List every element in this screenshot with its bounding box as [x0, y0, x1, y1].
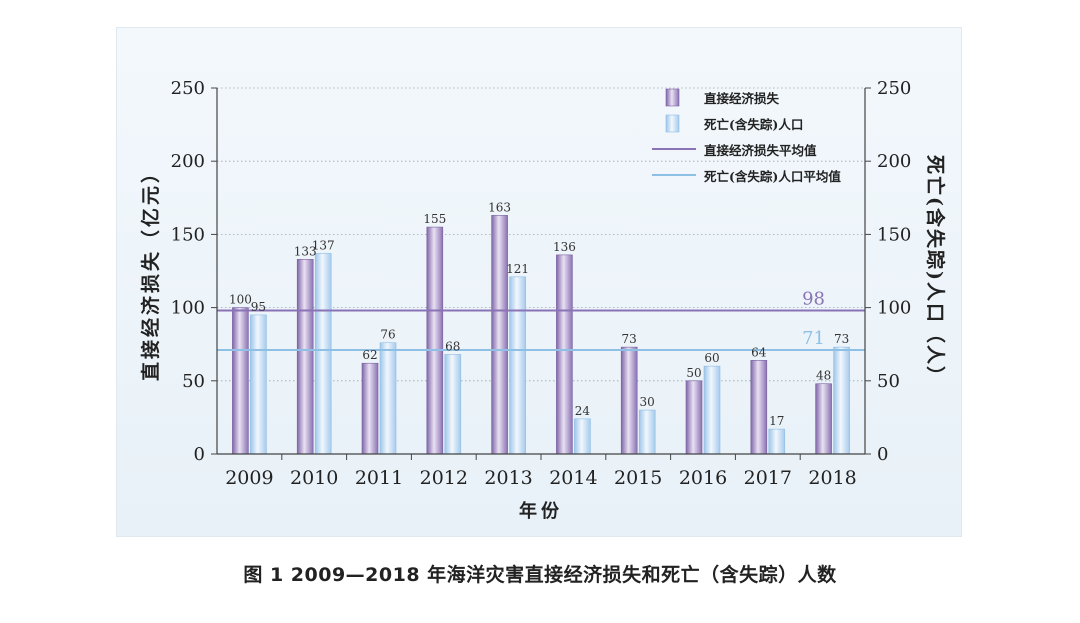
- x-tick-label: 2014: [549, 467, 597, 489]
- bar-value-label: 133: [294, 244, 317, 258]
- legend-label: 直接经济损失: [704, 91, 780, 106]
- bar: [379, 342, 397, 455]
- bar: [556, 254, 573, 455]
- x-tick-label: 2012: [420, 467, 468, 489]
- bar-value-label: 17: [769, 414, 784, 428]
- right-tick-label: 0: [877, 444, 888, 465]
- figure-caption: 图 1 2009—2018 年海洋灾害直接经济损失和死亡（含失踪）人数: [243, 564, 837, 586]
- legend-label: 直接经济损失平均值: [704, 143, 817, 158]
- x-tick-label: 2013: [484, 467, 532, 489]
- bar: [444, 354, 462, 455]
- x-tick-label: 2015: [614, 467, 662, 489]
- bar: [833, 346, 850, 455]
- right-axis-title: 死亡(含失踪)人口（人）: [924, 155, 947, 387]
- bar: [703, 365, 721, 455]
- bar-value-label: 64: [751, 345, 767, 359]
- bar: [296, 258, 314, 455]
- bar-value-label: 48: [816, 369, 831, 383]
- legend-swatch: [665, 114, 680, 133]
- bar: [750, 360, 768, 455]
- x-axis-title: 年份: [519, 500, 563, 522]
- bar-value-label: 121: [506, 262, 529, 276]
- bar-value-label: 100: [229, 293, 252, 307]
- right-tick-label: 200: [877, 151, 911, 172]
- bar: [638, 409, 656, 455]
- bar: [426, 226, 444, 455]
- bar-value-label: 95: [251, 300, 266, 314]
- bar: [314, 253, 332, 455]
- x-tick-label: 2010: [290, 467, 338, 489]
- legend-swatch: [665, 88, 680, 107]
- left-tick-label: 50: [182, 371, 205, 392]
- right-tick-label: 50: [877, 371, 900, 392]
- bar-value-label: 163: [488, 200, 511, 214]
- bar-value-label: 68: [445, 339, 460, 353]
- x-tick-label: 2011: [355, 467, 403, 489]
- bar: [250, 314, 267, 455]
- bar-value-label: 24: [575, 404, 591, 418]
- bar: [509, 276, 526, 455]
- x-tick-label: 2016: [679, 467, 727, 489]
- left-tick-label: 0: [194, 444, 205, 465]
- legend-label: 死亡(含失踪)人口: [703, 117, 803, 132]
- bar: [620, 346, 638, 455]
- bar-value-label: 137: [312, 238, 335, 252]
- average-line-label: 98: [802, 289, 825, 310]
- left-tick-label: 250: [171, 78, 205, 99]
- x-tick-label: 2018: [808, 467, 856, 489]
- bar: [574, 418, 591, 455]
- bar-value-label: 30: [640, 395, 655, 409]
- left-tick-label: 100: [171, 298, 205, 319]
- left-axis-title: 直接经济损失（亿元）: [139, 161, 162, 381]
- bar: [815, 383, 832, 455]
- bar: [768, 428, 786, 455]
- bar-value-label: 155: [423, 212, 446, 226]
- x-tick-label: 2009: [225, 467, 273, 489]
- chart-panel: 0 0 50 50 100 100 150 150 200 200 250 250 100 95 2009 1…: [116, 27, 962, 537]
- bar-value-label: 136: [553, 240, 576, 254]
- bar-value-label: 60: [704, 351, 719, 365]
- bar-value-label: 73: [622, 332, 637, 346]
- x-tick-label: 2017: [744, 467, 792, 489]
- left-tick-label: 150: [171, 224, 205, 245]
- right-tick-label: 250: [877, 78, 911, 99]
- left-tick-label: 200: [171, 151, 205, 172]
- bar: [361, 362, 379, 455]
- bar-value-label: 76: [380, 328, 395, 342]
- bar: [685, 380, 703, 455]
- bar-value-label: 73: [834, 332, 849, 346]
- legend-label: 死亡(含失踪)人口平均值: [703, 169, 841, 184]
- bar: [232, 307, 249, 455]
- right-tick-label: 100: [877, 298, 911, 319]
- bar: [491, 215, 508, 455]
- right-tick-label: 150: [877, 224, 911, 245]
- average-line-label: 71: [802, 328, 825, 349]
- bar-value-label: 50: [686, 366, 701, 380]
- bar-value-label: 62: [362, 348, 377, 362]
